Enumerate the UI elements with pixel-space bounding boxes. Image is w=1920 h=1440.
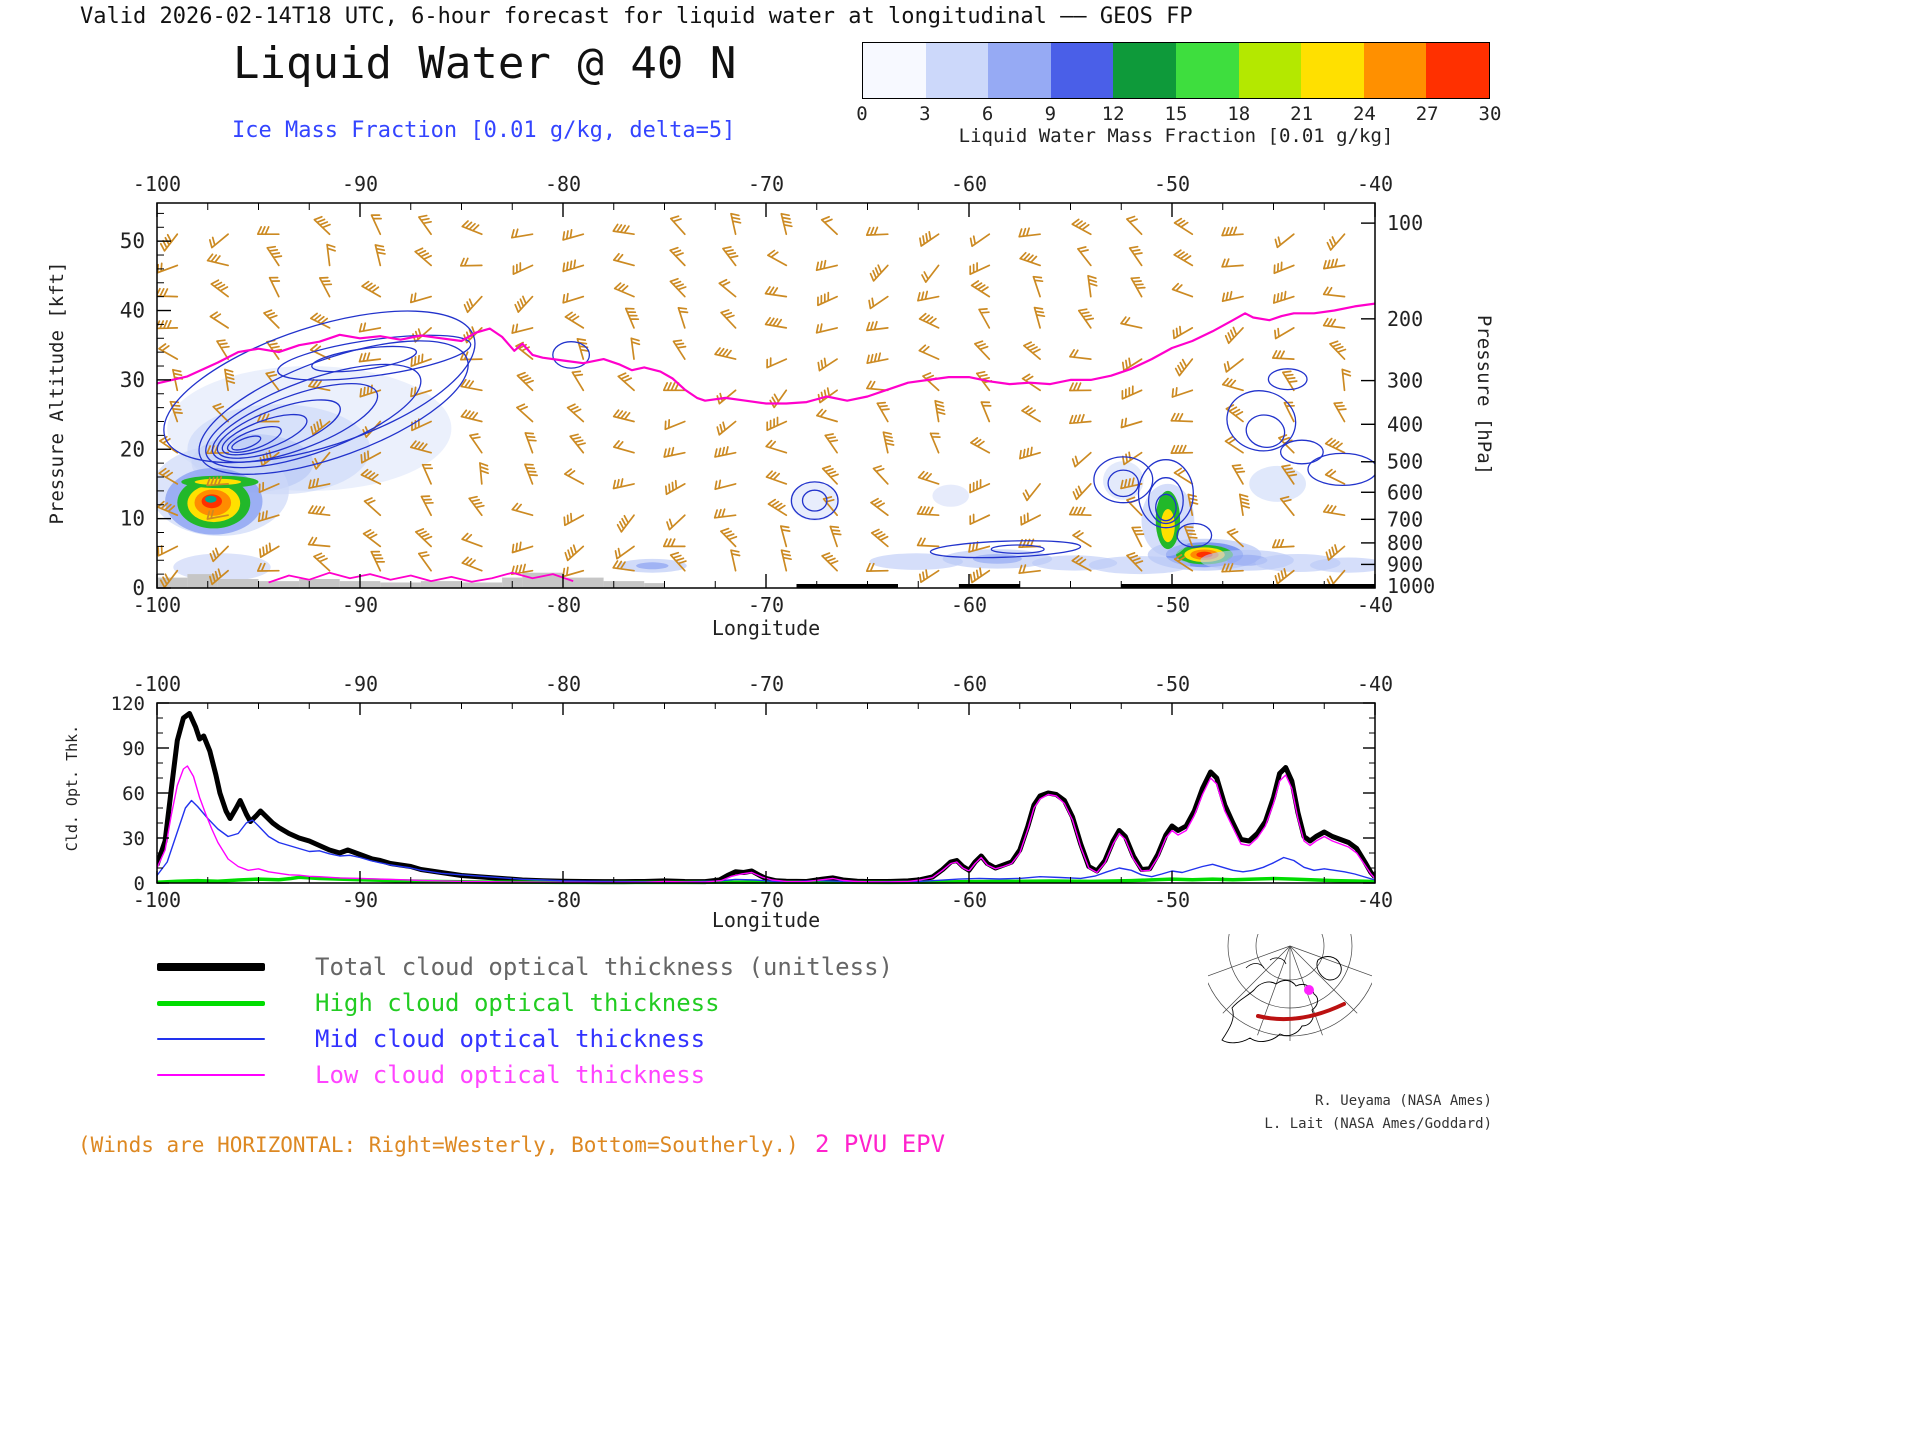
- svg-text:100: 100: [1387, 211, 1423, 235]
- svg-text:500: 500: [1387, 450, 1423, 474]
- svg-text:-40: -40: [1357, 172, 1393, 196]
- svg-text:-100: -100: [133, 593, 181, 617]
- svg-text:30: 30: [122, 828, 145, 850]
- legend-swatch-high: [157, 1000, 265, 1006]
- svg-text:30: 30: [120, 368, 145, 392]
- svg-text:60: 60: [122, 783, 145, 805]
- svg-text:0: 0: [134, 873, 145, 895]
- map-inset: [1208, 934, 1372, 1044]
- svg-text:-60: -60: [951, 172, 987, 196]
- legend-swatch-low: [157, 1074, 265, 1076]
- svg-text:-80: -80: [545, 172, 581, 196]
- colorbar-tick: 12: [1101, 103, 1125, 125]
- colorbar-tick: 27: [1415, 103, 1439, 125]
- svg-text:-60: -60: [951, 672, 987, 696]
- legend-label-high: High cloud optical thickness: [315, 989, 720, 1017]
- legend-label-low: Low cloud optical thickness: [315, 1061, 706, 1089]
- colorbar-tick-labels: 0 3 6 9 12 15 18 21 24 27 30: [856, 99, 1501, 125]
- svg-text:-50: -50: [1154, 172, 1190, 196]
- svg-text:-70: -70: [748, 672, 784, 696]
- colorbar-tick: 0: [856, 103, 868, 125]
- valid-time-line: Valid 2026-02-14T18 UTC, 6-hour forecast…: [80, 4, 1193, 29]
- lower-xlabel: Longitude: [711, 908, 821, 932]
- colorbar-segment: [1113, 43, 1176, 98]
- colorbar: 0 3 6 9 12 15 18 21 24 27 30 Liquid Water Mass Fra…: [856, 42, 1501, 147]
- colorbar-segment: [925, 43, 989, 98]
- svg-text:600: 600: [1387, 480, 1423, 504]
- svg-text:-90: -90: [342, 672, 378, 696]
- colorbar-segment: [1426, 43, 1489, 98]
- legend-swatch-mid: [157, 1038, 265, 1040]
- colorbar-segment: [1050, 43, 1114, 98]
- legend-swatch-total: [157, 963, 265, 971]
- ice-mass-subtitle: Ice Mass Fraction [0.01 g/kg, delta=5]: [232, 118, 736, 143]
- svg-text:20: 20: [120, 437, 145, 461]
- svg-text:700: 700: [1387, 507, 1423, 531]
- svg-text:-50: -50: [1154, 672, 1190, 696]
- colorbar-tick: 21: [1290, 103, 1314, 125]
- legend-item-low: Low cloud optical thickness: [157, 1057, 893, 1093]
- svg-text:900: 900: [1387, 552, 1423, 576]
- legend-label-total: Total cloud optical thickness (unitless): [315, 953, 893, 981]
- colorbar-segment: [863, 43, 926, 98]
- svg-text:-100: -100: [133, 172, 181, 196]
- legend-item-total: Total cloud optical thickness (unitless): [157, 949, 893, 985]
- colorbar-tick: 15: [1164, 103, 1188, 125]
- colorbar-label: Liquid Water Mass Fraction [0.01 g/kg]: [958, 125, 1394, 147]
- svg-text:40: 40: [120, 299, 145, 323]
- legend-item-high: High cloud optical thickness: [157, 985, 893, 1021]
- svg-text:200: 200: [1387, 307, 1423, 331]
- colorbar-tick: 9: [1044, 103, 1057, 125]
- svg-text:1000: 1000: [1387, 574, 1435, 598]
- colorbar-segment: [1175, 43, 1239, 98]
- svg-text:-70: -70: [748, 593, 784, 617]
- colorbar-segment: [1363, 43, 1427, 98]
- colorbar-segment: [988, 43, 1051, 98]
- credits: R. Ueyama (NASA Ames) L. Lait (NASA Ames…: [1264, 1090, 1492, 1136]
- colorbar-tick: 3: [919, 103, 931, 125]
- svg-text:120: 120: [111, 693, 145, 715]
- svg-text:-80: -80: [545, 672, 581, 696]
- colorbar-tick: 30: [1478, 103, 1502, 125]
- colorbar-gradient: [862, 42, 1490, 99]
- svg-text:-90: -90: [342, 172, 378, 196]
- svg-text:0: 0: [132, 576, 145, 600]
- colorbar-segment: [1238, 43, 1302, 98]
- svg-text:-80: -80: [545, 593, 581, 617]
- legend-item-mid: Mid cloud optical thickness: [157, 1021, 893, 1057]
- winds-note: (Winds are HORIZONTAL: Right=Westerly, B…: [78, 1133, 799, 1157]
- svg-text:-50: -50: [1154, 593, 1190, 617]
- colorbar-segment: [1301, 43, 1364, 98]
- colorbar-tick: 18: [1227, 103, 1251, 125]
- svg-text:-100: -100: [133, 672, 181, 696]
- legend: Total cloud optical thickness (unitless)…: [157, 949, 893, 1093]
- svg-text:300: 300: [1387, 369, 1423, 393]
- lower-ylabel: Cld. Opt. Thk.: [63, 724, 81, 852]
- main-ylabel-left: Pressure Altitude [kft]: [46, 261, 68, 525]
- credit-line-1: R. Ueyama (NASA Ames): [1314, 1093, 1492, 1109]
- colorbar-tick: 24: [1352, 103, 1376, 125]
- main-xlabel: Longitude: [711, 616, 821, 640]
- page-title: Liquid Water @ 40 N: [233, 38, 737, 89]
- credit-line-2: L. Lait (NASA Ames/Goddard): [1264, 1116, 1492, 1132]
- svg-text:-60: -60: [951, 593, 987, 617]
- main-ylabel-right: Pressure [hPa]: [1473, 314, 1495, 476]
- svg-text:10: 10: [120, 507, 145, 531]
- legend-label-mid: Mid cloud optical thickness: [315, 1025, 706, 1053]
- colorbar-tick: 6: [981, 103, 994, 125]
- svg-text:-70: -70: [748, 172, 784, 196]
- svg-text:-40: -40: [1357, 672, 1393, 696]
- pvu-epv-label: 2 PVU EPV: [815, 1130, 946, 1158]
- svg-text:-90: -90: [342, 593, 378, 617]
- svg-text:-40: -40: [1357, 593, 1393, 617]
- svg-text:400: 400: [1387, 412, 1423, 436]
- svg-text:50: 50: [120, 229, 145, 253]
- svg-text:800: 800: [1387, 531, 1423, 555]
- svg-text:90: 90: [122, 738, 145, 760]
